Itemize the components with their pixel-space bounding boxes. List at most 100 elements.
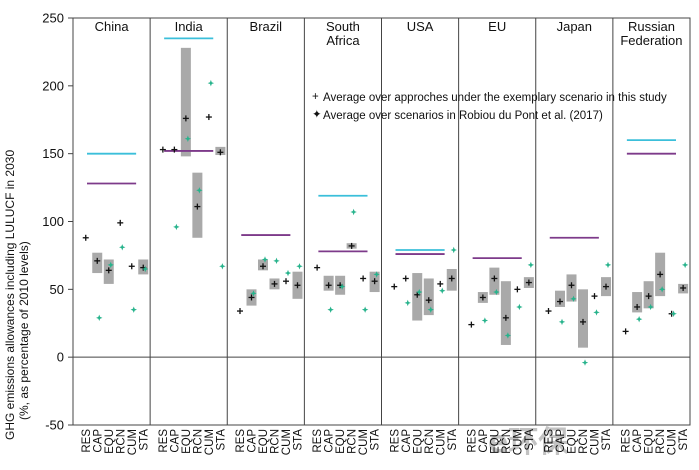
method-label: RCN [347,429,359,454]
y-axis-title: GHG emissions allowances including LULUC… [3,150,31,440]
method-label: CAP [247,429,259,453]
study-marker [525,279,532,286]
robiou-marker [604,261,612,269]
method-label: CUM [281,429,293,455]
study-marker [468,321,475,328]
region-label: USA [407,19,434,34]
watermark-text: e环保 [488,425,569,460]
y-tick-label: 50 [50,282,64,297]
study-marker [502,314,509,321]
y-tick-label: 250 [42,11,64,26]
robiou-marker [493,288,500,296]
study-marker [205,114,212,121]
method-label: CUM [204,429,216,455]
y-axis-title-line-2: (%, as percentage of 2010 levels) [17,241,31,420]
study-marker [237,308,243,315]
method-label: RCN [115,429,127,454]
method-label: RCN [192,429,204,454]
robiou-marker [250,290,257,297]
method-label: STA [215,429,227,451]
robiou-marker [527,261,535,269]
method-label: EQU [644,429,656,454]
study-marker [171,146,178,153]
robiou-marker [142,265,149,273]
study-marker [591,293,598,300]
robiou-marker [338,283,346,290]
method-label: STA [447,429,459,451]
method-label: EQU [412,429,424,454]
y-axis-title-line-1: GHG emissions allowances including LULUC… [3,150,17,440]
method-label: CUM [590,429,602,455]
study-marker [680,284,687,291]
study-marker [568,282,575,289]
method-label: STA [138,429,150,451]
legend-robiou-label: Average over scenarios in Robiou du Pont… [323,110,603,122]
method-label: EQU [335,429,347,454]
range-box [180,47,191,157]
method-label: EQU [181,429,193,454]
robiou-marker [439,287,446,294]
robiou-marker [361,306,369,313]
robiou-marker [516,303,523,311]
y-tick-label: 100 [42,214,64,229]
region-label: Brazil [250,19,283,34]
method-label: CAP [555,429,567,453]
method-label: RCN [578,429,590,454]
method-label: RES [81,429,93,453]
robiou-marker [96,314,103,322]
robiou-marker [427,306,434,313]
method-label: STA [370,429,382,451]
robiou-marker [173,223,180,231]
method-label: RES [312,429,324,453]
study-marker [479,294,486,301]
legend-study-label: Average over approches under the exempla… [323,92,667,104]
method-label: RES [158,429,170,453]
study-marker [491,275,498,282]
method-label: RCN [501,429,513,454]
legend-robiou-marker: ✦ [312,109,322,121]
study-marker [294,282,301,289]
robiou-marker [504,332,512,339]
method-label: CUM [127,429,139,455]
robiou-marker [658,286,666,293]
method-label: STA [678,429,690,451]
plot-data [82,37,689,366]
robiou-marker [670,310,677,317]
plot-frame [68,17,691,426]
study-marker [645,293,652,300]
region-label: Africa [326,33,360,48]
robiou-marker [481,317,489,324]
method-label: CAP [324,429,336,453]
robiou-marker [119,244,126,251]
study-marker [105,267,112,274]
region-label: Russian [628,19,675,34]
method-label: RES [466,429,478,453]
method-label: EQU [489,429,501,454]
y-tick-label: 150 [42,146,64,161]
robiou-marker [404,299,411,307]
study-marker [425,297,432,304]
watermark: e环保 [488,425,569,460]
study-marker [82,234,89,241]
robiou-marker [327,306,334,313]
method-label: RCN [655,429,667,454]
robiou-marker [196,187,203,194]
study-marker [360,275,367,282]
y-tick-label: -50 [45,418,64,433]
robiou-marker [261,256,269,263]
study-marker [348,242,355,249]
range-box [423,278,434,316]
study-marker [557,298,563,305]
robiou-marker [593,309,600,316]
robiou-marker [450,246,457,254]
study-marker [117,219,124,226]
region-label: China [95,19,130,34]
method-label: CAP [632,429,644,453]
robiou-marker [219,263,226,270]
study-marker [182,115,189,122]
range-box [578,289,588,348]
legend: + Average over approches under the exemp… [312,91,667,122]
study-marker [391,283,398,290]
